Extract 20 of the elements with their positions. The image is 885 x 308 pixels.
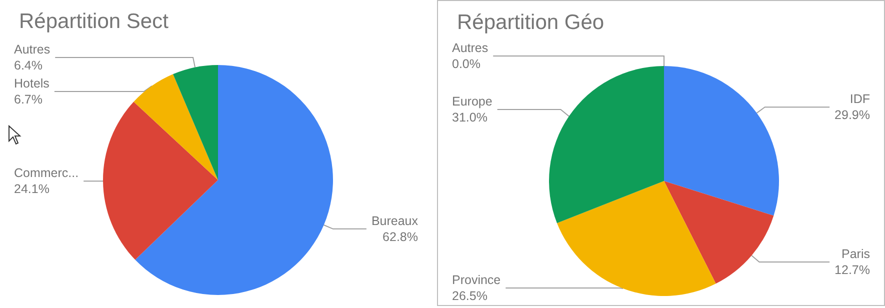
slice-label: IDF [850,92,870,106]
slice-label: Autres [14,42,50,57]
slice-label: Hotels [14,76,50,91]
data-label: 26.5% [452,289,488,303]
data-label: 29.9% [834,108,870,122]
data-label: 24.1% [14,182,50,196]
data-label: 12.7% [834,262,870,277]
data-label: 62.8% [382,230,418,244]
slice-label: Europe [452,94,492,108]
slice-label: Province [452,273,501,287]
chart-title: Répartition Sect [19,10,169,33]
data-label: 31.0% [452,110,488,124]
slice-label: Commerc... [14,166,79,180]
data-label: 6.4% [14,58,42,73]
chart-title: Répartition Géo [457,11,604,34]
text: 0.0% [452,57,480,71]
data-label: 6.7% [14,92,42,107]
category-label: Autres [452,41,488,55]
slice-label: Bureaux [371,214,419,228]
slice-label: Paris [842,246,870,261]
